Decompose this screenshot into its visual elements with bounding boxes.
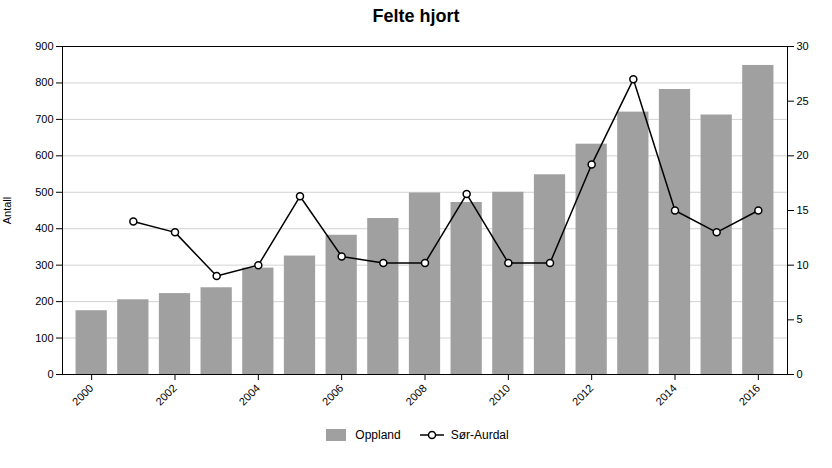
svg-text:900: 900	[35, 40, 53, 52]
svg-text:2000: 2000	[70, 382, 96, 408]
html-text:Sør-Aurdal: Sør-Aurdal	[450, 428, 509, 442]
svg-text:10: 10	[797, 259, 809, 271]
svg-text:30: 30	[797, 40, 809, 52]
svg-text:2014: 2014	[653, 382, 679, 408]
svg-text:2002: 2002	[153, 382, 179, 408]
svg-text:500: 500	[35, 186, 53, 198]
svg-text:200: 200	[35, 295, 53, 307]
svg-text:2010: 2010	[486, 382, 512, 408]
svg-text:800: 800	[35, 76, 53, 88]
svg-text:25: 25	[797, 95, 809, 107]
svg-text:20: 20	[797, 149, 809, 161]
svg-text:0: 0	[797, 368, 803, 380]
svg-text:400: 400	[35, 222, 53, 234]
svg-text:2004: 2004	[236, 382, 262, 408]
svg-text:2006: 2006	[320, 382, 346, 408]
svg-text:600: 600	[35, 149, 53, 161]
svg-text:15: 15	[797, 204, 809, 216]
svg-text:Antall: Antall	[1, 197, 13, 225]
svg-text:2012: 2012	[570, 382, 596, 408]
svg-text:700: 700	[35, 113, 53, 125]
html-text:Felte hjort: Felte hjort	[372, 6, 460, 26]
svg-text:2008: 2008	[403, 382, 429, 408]
html-text:Oppland: Oppland	[355, 428, 401, 442]
svg-text:0: 0	[47, 368, 53, 380]
svg-text:5: 5	[797, 313, 803, 325]
svg-text:2016: 2016	[736, 382, 762, 408]
svg-text:300: 300	[35, 259, 53, 271]
svg-text:100: 100	[35, 332, 53, 344]
